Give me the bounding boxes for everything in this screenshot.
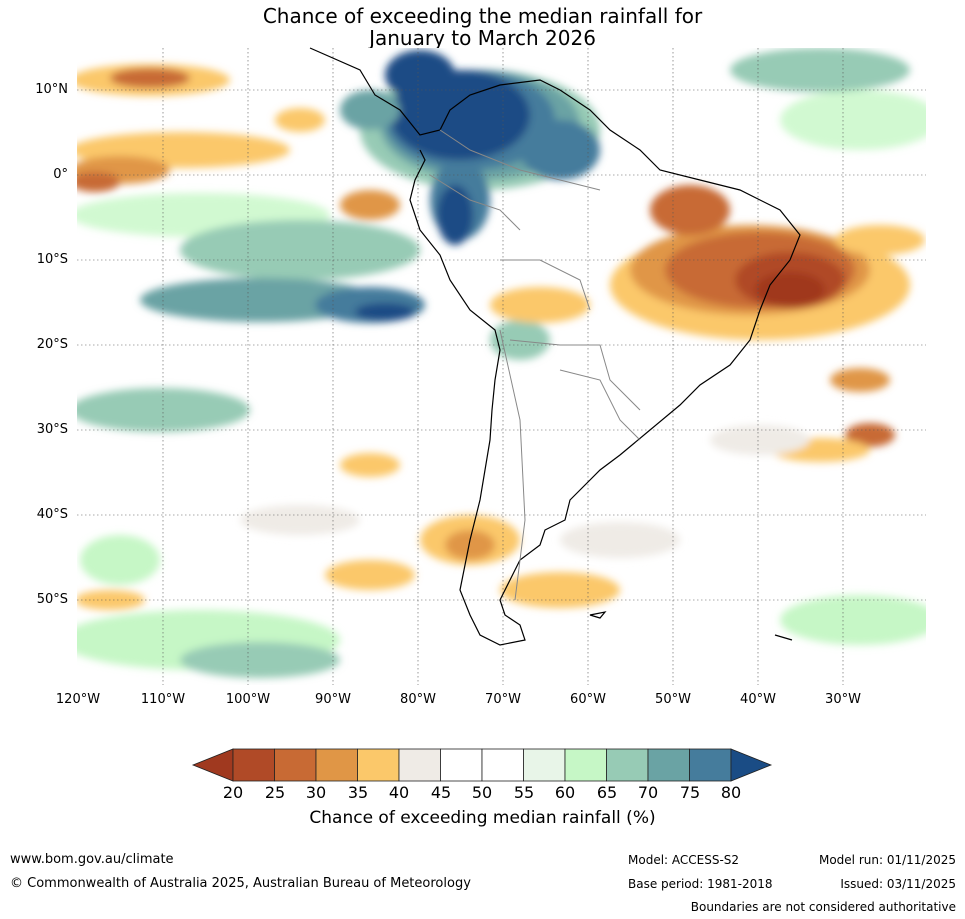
colorbar-swatch <box>523 748 566 782</box>
colorbar-tick: 60 <box>554 783 576 802</box>
colorbar-swatch <box>481 748 524 782</box>
lon-label-70w: 70°W <box>485 692 521 707</box>
footer-copyright: © Commonwealth of Australia 2025, Austra… <box>10 876 471 891</box>
lat-label-10s: 10°S <box>36 252 68 267</box>
lon-label-110w: 110°W <box>140 692 186 707</box>
footer-url[interactable]: www.bom.gov.au/climate <box>10 852 174 867</box>
colorbar-swatch <box>689 748 732 782</box>
colorbar-tick: 55 <box>513 783 535 802</box>
footer-base-period: Base period: 1981-2018 <box>628 877 773 891</box>
colorbar-swatch <box>606 748 649 782</box>
colorbar-swatch <box>564 748 607 782</box>
lat-label-50s: 50°S <box>36 592 68 607</box>
colorbar-swatch <box>232 748 275 782</box>
lon-label-120w: 120°W <box>55 692 101 707</box>
colorbar-tick: 30 <box>305 783 327 802</box>
lat-label-30s: 30°S <box>36 422 68 437</box>
lon-label-90w: 90°W <box>315 692 351 707</box>
lon-label-100w: 100°W <box>225 692 271 707</box>
lon-label-50w: 50°W <box>655 692 691 707</box>
lon-label-80w: 80°W <box>400 692 436 707</box>
footer-issued: Issued: 03/11/2025 <box>840 877 956 891</box>
title-line-2: January to March 2026 <box>369 26 596 50</box>
probability-field <box>77 48 926 678</box>
lon-label-60w: 60°W <box>570 692 606 707</box>
lat-label-0: 0° <box>53 167 68 182</box>
colorbar-swatch <box>357 748 400 782</box>
lat-label-10n: 10°N <box>35 82 68 97</box>
lon-label-40w: 40°W <box>740 692 776 707</box>
colorbar <box>191 748 773 782</box>
colorbar-tick: 20 <box>222 783 244 802</box>
colorbar-tick: 70 <box>637 783 659 802</box>
footer-disclaimer: Boundaries are not considered authoritat… <box>690 900 956 914</box>
colorbar-tick: 25 <box>264 783 286 802</box>
colorbar-tick: 40 <box>388 783 410 802</box>
coastline <box>309 47 801 646</box>
colorbar-tick: 45 <box>430 783 452 802</box>
lat-label-40s: 40°S <box>36 507 68 522</box>
colorbar-swatch <box>315 748 358 782</box>
colorbar-arrow-low <box>191 748 234 782</box>
colorbar-swatch <box>274 748 317 782</box>
country-borders <box>429 129 641 601</box>
colorbar-swatch <box>647 748 690 782</box>
footer-model-run: Model run: 01/11/2025 <box>818 853 956 867</box>
colorbar-tick: 35 <box>347 783 369 802</box>
lon-label-30w: 30°W <box>825 692 861 707</box>
colorbar-tick: 75 <box>679 783 701 802</box>
colorbar-label: Chance of exceeding median rainfall (%) <box>309 808 656 828</box>
footer-model: Model: ACCESS-S2 <box>628 853 740 867</box>
colorbar-tick: 80 <box>720 783 742 802</box>
title-line-1: Chance of exceeding the median rainfall … <box>262 4 703 28</box>
lat-label-20s: 20°S <box>36 337 68 352</box>
colorbar-swatch <box>440 748 483 782</box>
colorbar-tick: 65 <box>596 783 618 802</box>
colorbar-arrow-high <box>730 748 773 782</box>
colorbar-tick: 50 <box>471 783 493 802</box>
colorbar-swatch <box>398 748 441 782</box>
